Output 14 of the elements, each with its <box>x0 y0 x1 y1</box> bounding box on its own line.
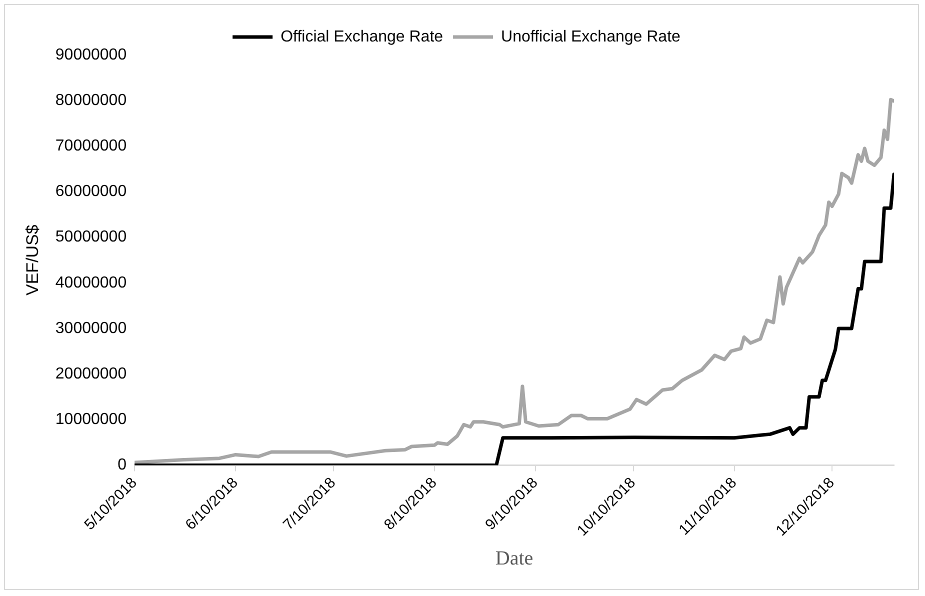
y-tick-label: 40000000 <box>55 274 127 292</box>
y-tick-label: 20000000 <box>55 365 127 382</box>
legend-label: Official Exchange Rate <box>280 28 444 46</box>
y-tick-label: 50000000 <box>55 228 127 246</box>
y-tick-label: 30000000 <box>55 320 127 337</box>
y-tick-label: 90000000 <box>55 46 127 64</box>
x-axis-title: Date <box>495 547 534 570</box>
y-tick-label: 80000000 <box>55 92 127 109</box>
legend-label: Unofficial Exchange Rate <box>501 28 681 46</box>
y-tick-label: 70000000 <box>55 138 127 155</box>
y-tick-label: 60000000 <box>55 183 127 200</box>
y-tick-label: 10000000 <box>55 411 127 428</box>
y-axis-title: VEF/US$ <box>22 224 42 296</box>
y-tick-label: 0 <box>118 456 127 474</box>
